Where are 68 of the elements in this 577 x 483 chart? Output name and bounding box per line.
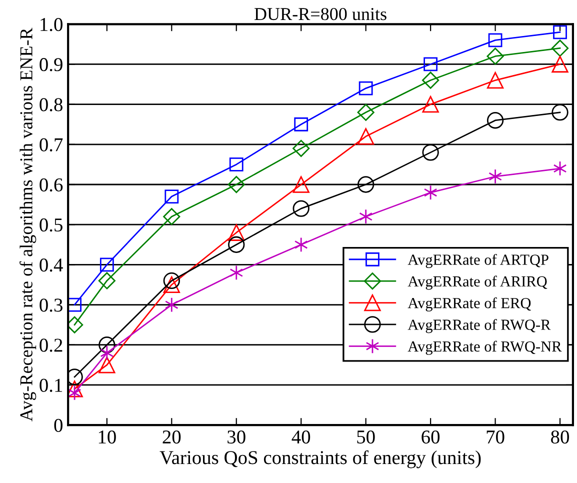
point <box>229 158 244 172</box>
point <box>294 117 308 132</box>
point <box>486 48 504 65</box>
y-tick-label: 0.1 <box>40 378 62 392</box>
y-tick-label: 0.8 <box>40 98 62 112</box>
point <box>163 208 180 226</box>
point <box>553 160 567 176</box>
legend-label: AvgERRate of ERQ <box>408 297 531 312</box>
y-tick-label: 0 <box>54 418 62 432</box>
point <box>164 297 178 312</box>
y-tick-label: 0.3 <box>40 298 62 312</box>
point <box>358 81 373 96</box>
point <box>228 176 245 194</box>
point <box>100 258 114 272</box>
x-tick-label: 10 <box>98 430 116 444</box>
point <box>98 272 116 290</box>
x-tick-label: 60 <box>422 430 440 444</box>
point <box>228 224 245 241</box>
point <box>358 176 374 193</box>
point <box>424 57 438 72</box>
point <box>551 40 569 57</box>
legend-label: AvgERRate of RWQ-R <box>408 319 551 334</box>
legend-label: AvgERRate of ARIRQ <box>408 276 548 290</box>
x-tick-label: 40 <box>292 430 310 444</box>
point <box>486 72 504 89</box>
x-axis-title: Various QoS constraints of energy (units) <box>160 450 481 468</box>
y-tick-label: 0.5 <box>40 218 62 232</box>
point <box>422 144 439 161</box>
point <box>357 104 374 121</box>
point <box>230 265 244 280</box>
point <box>68 385 82 401</box>
point <box>359 208 373 224</box>
point <box>488 168 502 184</box>
y-tick-label: 1.0 <box>40 18 62 32</box>
point <box>100 345 114 361</box>
point <box>488 33 502 48</box>
x-tick-label: 20 <box>162 430 181 444</box>
point <box>292 200 310 217</box>
y-tick-label: 0.7 <box>40 138 63 152</box>
point <box>553 25 567 40</box>
legend-label: AvgERRate of ARTQP <box>408 254 548 268</box>
y-axis-title: Avg-Reception rate of algorithms with various ENE-R <box>20 28 36 422</box>
point <box>292 140 310 157</box>
point <box>486 112 504 129</box>
x-tick-label: 30 <box>228 430 246 444</box>
point <box>98 356 116 374</box>
point <box>552 104 568 121</box>
point <box>422 72 440 89</box>
point <box>422 96 439 113</box>
x-tick-label: 50 <box>357 430 375 444</box>
point <box>163 276 180 294</box>
point <box>228 236 245 253</box>
point <box>552 56 568 73</box>
y-tick-label: 0.4 <box>40 258 63 272</box>
point <box>424 184 438 200</box>
x-tick-label: 70 <box>486 430 504 444</box>
x-tick-label: 80 <box>551 430 569 444</box>
point <box>358 128 374 145</box>
point <box>163 272 180 290</box>
point <box>164 190 179 204</box>
y-tick-label: 0.9 <box>40 58 62 72</box>
point <box>98 336 116 354</box>
legend-label: AvgERRate of RWQ-NR <box>408 340 562 355</box>
y-tick-label: 0.6 <box>40 178 63 192</box>
y-tick-label: 0.2 <box>40 338 62 352</box>
point <box>294 237 308 252</box>
chart-title: DUR-R=800 units <box>254 8 386 20</box>
point <box>292 176 310 193</box>
